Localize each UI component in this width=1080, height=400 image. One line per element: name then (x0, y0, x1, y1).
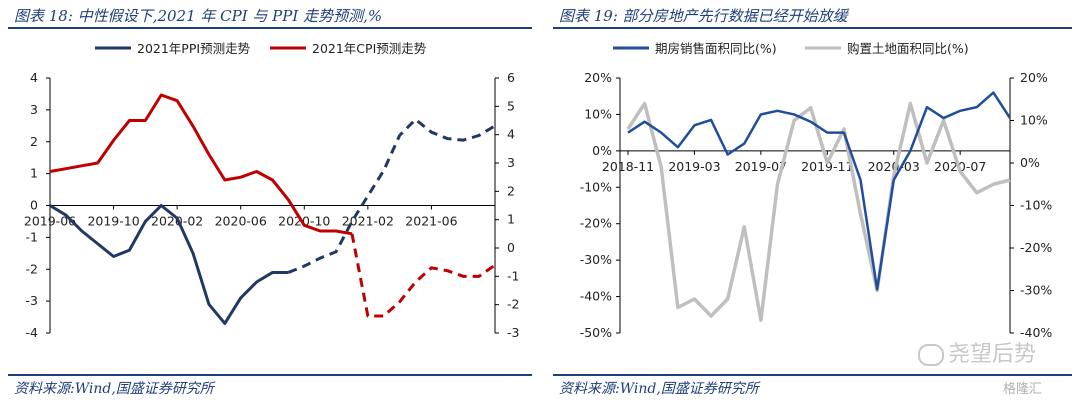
right-y-tick-label: 6 (507, 70, 515, 85)
brand-logo: 格隆汇 (1003, 378, 1042, 397)
x-tick-label: 2020-10 (278, 214, 330, 229)
left-y-tick-label: 20% (584, 70, 612, 85)
right-source-note: 资料来源:Wind,国盛证券研究所 (559, 381, 759, 397)
x-tick-label: 2018-11 (602, 159, 654, 174)
right-title-rule (553, 27, 1072, 29)
right-y-tick-label: -10% (1020, 198, 1052, 213)
right-y-tick-label: 3 (507, 155, 515, 170)
x-tick-label: 2019-10 (87, 214, 139, 229)
legend-label: 期房销售面积同比(%) (655, 41, 777, 56)
left-y-tick-label: -40% (580, 289, 612, 304)
watermark-text: 尧望后势 (948, 342, 1037, 367)
left-y-tick-label: 4 (30, 70, 38, 85)
left-title-rule (8, 27, 532, 29)
left-source-note: 资料来源:Wind,国盛证券研究所 (14, 381, 214, 397)
left-y-tick-label: -10% (580, 179, 612, 194)
legend-label: 2021年CPI预测走势 (312, 41, 427, 56)
right-chart-svg: -50% -40% -30% -20% -10% 0% 10% 20% -40% -30% -20%… (580, 41, 1053, 340)
right-y-tick-label: -3 (507, 325, 519, 340)
brand-text: 格隆汇 (1003, 382, 1043, 397)
left-chart-svg: -4 -3 -2 -1 0 1 2 3 4 -3 -2 -1 0 1 2 3 4 5 6 2019-06 2019-10… (24, 41, 520, 340)
left-y-tick-label: -4 (26, 325, 39, 340)
x-tick-label: 2021-06 (405, 214, 457, 229)
left-y-tick-label: -3 (26, 293, 38, 308)
left-y-tick-label: 0 (30, 198, 38, 213)
right-y-tick-label: 2 (507, 183, 515, 198)
right-y-tick-label: -2 (507, 297, 519, 312)
legend-label: 2021年PPI预测走势 (137, 41, 251, 56)
series-line-left (627, 91, 1012, 291)
series-line-right (626, 101, 1011, 322)
right-y-tick-label: -1 (507, 268, 519, 283)
left-y-tick-label: -50% (580, 325, 612, 340)
legend-label: 购置土地面积同比(%) (847, 41, 969, 56)
right-y-tick-label: 1 (507, 212, 515, 227)
x-tick-label: 2020-06 (215, 214, 267, 229)
right-y-tick-label: 20% (1020, 70, 1048, 85)
left-y-tick-label: 2 (30, 134, 38, 149)
left-source-rule (8, 374, 532, 376)
x-tick-label: 2019-11 (801, 159, 853, 174)
right-y-tick-label: -40% (1020, 325, 1052, 340)
right-source-rule (553, 374, 1072, 376)
left-y-tick-label: 3 (30, 102, 38, 117)
right-y-tick-label: -30% (1020, 283, 1052, 298)
right-y-tick-label: -20% (1020, 240, 1052, 255)
left-chart-panel: 图表 18: 中性假设下,2021 年 CPI 与 PPI 走势预测,% -4-… (8, 7, 532, 397)
left-y-tick-label: -30% (580, 252, 612, 267)
series-line-left-forecast (287, 117, 496, 274)
left-y-tick-label: -2 (26, 261, 38, 276)
x-tick-label: 2019-07 (735, 159, 787, 174)
series-line-left-actual (49, 204, 289, 325)
right-chart-panel: 图表 19: 部分房地产先行数据已经开始放缓 -50% -40% -30% -20% -… (545, 0, 1080, 400)
wechat-watermark: 尧望后势 (918, 336, 1036, 368)
right-y-tick-label: 5 (507, 98, 515, 113)
right-y-tick-label: 4 (507, 127, 515, 142)
left-chart-title: 图表 18: 中性假设下,2021 年 CPI 与 PPI 走势预测,% (14, 7, 383, 25)
series-line-right-actual (49, 93, 353, 236)
right-chart-title: 图表 19: 部分房地产先行数据已经开始放缓 (559, 7, 848, 25)
right-y-tick-label: 10% (1020, 113, 1048, 128)
x-tick-label: 2019-03 (668, 159, 720, 174)
left-y-tick-label: 0% (592, 143, 612, 158)
left-y-tick-label: 10% (584, 106, 612, 121)
right-y-tick-label: 0% (1020, 155, 1040, 170)
x-tick-label: 2019-06 (24, 214, 76, 229)
x-tick-label: 2020-03 (868, 159, 920, 174)
left-y-tick-label: 1 (30, 166, 38, 181)
left-y-tick-label: -20% (580, 216, 612, 231)
wechat-icon (918, 344, 944, 366)
series-line-right-forecast (350, 233, 496, 318)
right-y-tick-label: 0 (507, 240, 515, 255)
left-y-tick-label: -1 (26, 229, 38, 244)
